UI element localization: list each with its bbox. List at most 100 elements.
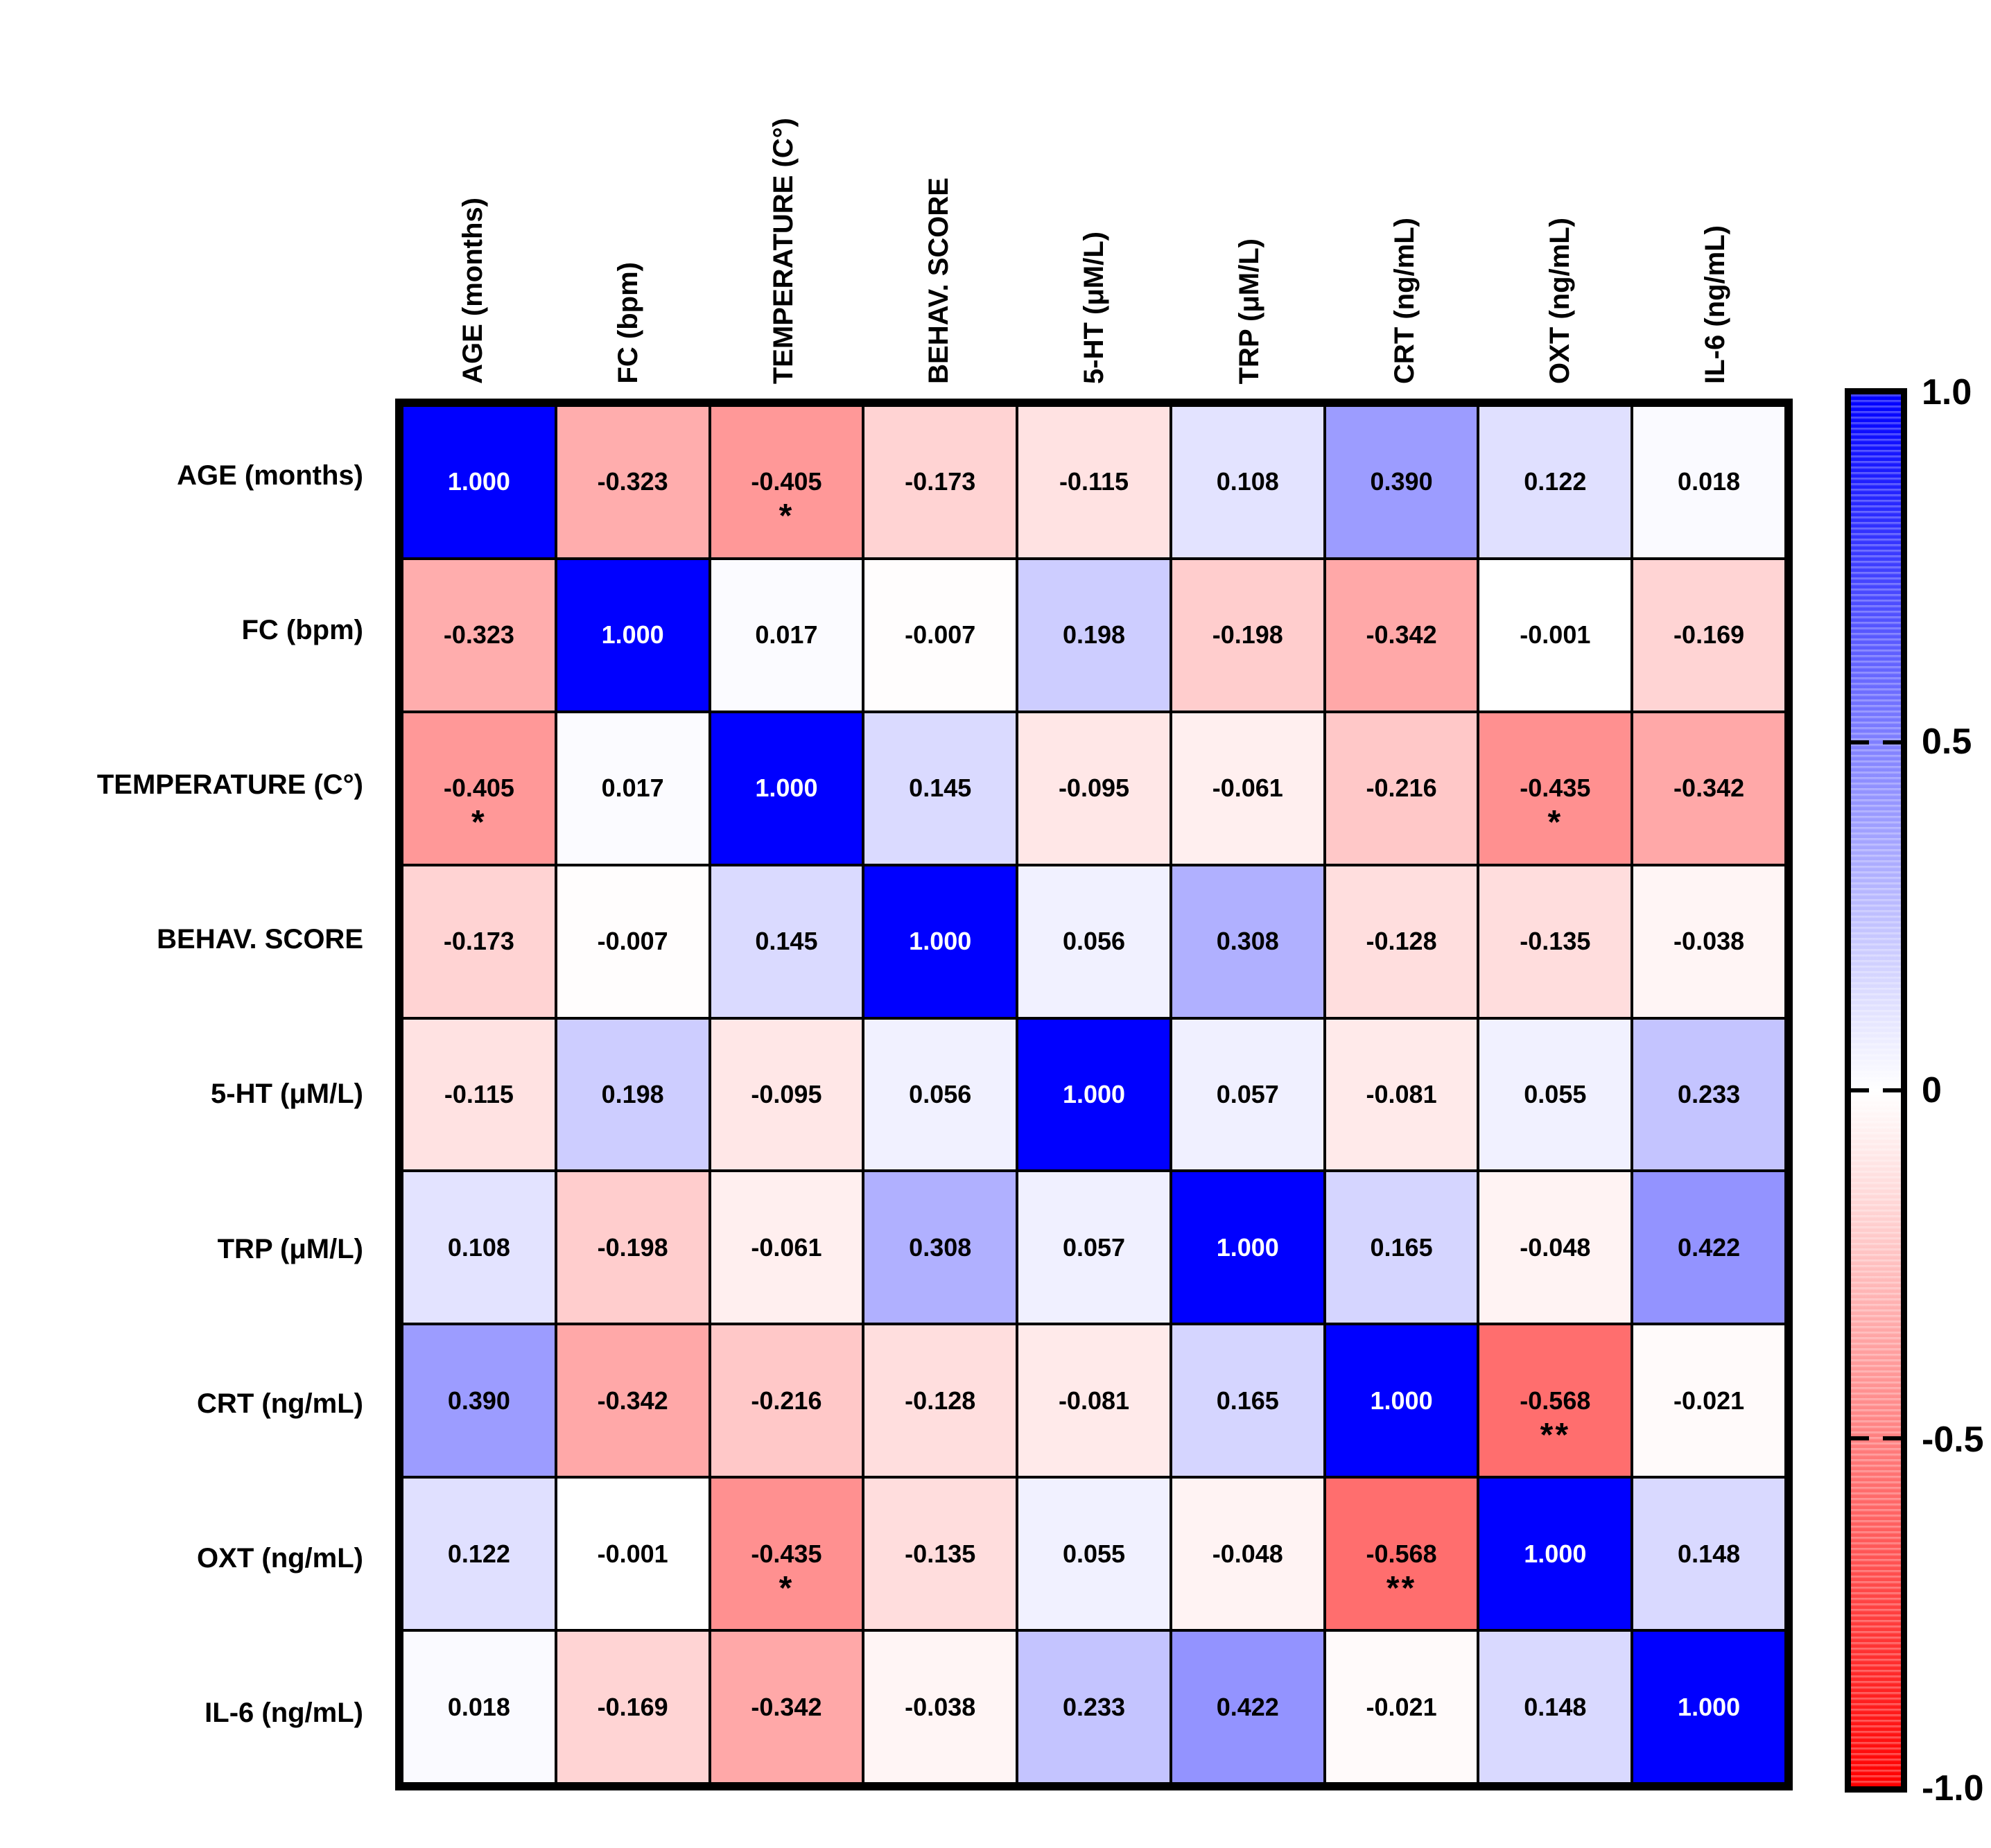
significance-marker: ** (1540, 1416, 1571, 1454)
correlation-value: -0.038 (905, 1692, 976, 1721)
colorbar-tick (1883, 740, 1901, 744)
matrix-cell-trp-m-l-x-5-ht-m-l: 0.057 (1017, 1171, 1171, 1325)
correlation-value: 1.000 (447, 467, 510, 496)
matrix-cell-age-months-x-il-6-ng-ml: 0.018 (1632, 406, 1786, 559)
correlation-value: -0.007 (597, 927, 668, 956)
column-label-oxt-ng-ml: OXT (ng/mL) (1482, 0, 1637, 392)
correlation-value: 0.148 (1678, 1539, 1741, 1568)
colorbar-tick-label-1p0: 1.0 (1922, 372, 1972, 412)
matrix-cell-5-ht-m-l-x-fc-bpm: 0.198 (555, 1018, 710, 1171)
matrix-cell-temperature-c-x-trp-m-l: -0.061 (1170, 711, 1325, 865)
matrix-cell-trp-m-l-x-oxt-ng-ml: -0.048 (1478, 1171, 1633, 1325)
matrix-cell-temperature-c-x-temperature-c: 1.000 (709, 711, 864, 865)
matrix-cell-age-months-x-fc-bpm: -0.323 (555, 406, 710, 559)
correlation-value: -0.173 (443, 927, 514, 956)
correlation-value: 0.055 (1062, 1539, 1126, 1568)
matrix-cell-il-6-ng-ml-x-temperature-c: -0.342 (709, 1630, 864, 1784)
correlation-value: -0.169 (597, 1692, 668, 1721)
correlation-value: 0.018 (447, 1692, 510, 1721)
correlation-value: 1.000 (1062, 1079, 1126, 1108)
correlation-value: 0.198 (1062, 620, 1126, 650)
matrix-cell-age-months-x-temperature-c: -0.405 * (709, 406, 864, 559)
matrix-cell-5-ht-m-l-x-oxt-ng-ml: 0.055 (1478, 1018, 1633, 1171)
matrix-cell-crt-ng-ml-x-behav-score: -0.128 (863, 1324, 1018, 1478)
matrix-cell-behav-score-x-behav-score: 1.000 (863, 864, 1018, 1018)
column-label-il-6-ng-ml: IL-6 (ng/mL) (1637, 0, 1793, 392)
matrix-cell-oxt-ng-ml-x-il-6-ng-ml: 0.148 (1632, 1477, 1786, 1631)
matrix-cell-oxt-ng-ml-x-fc-bpm: -0.001 (555, 1477, 710, 1631)
matrix-cell-5-ht-m-l-x-age-months: -0.115 (402, 1018, 556, 1171)
matrix-cell-trp-m-l-x-crt-ng-ml: 0.165 (1324, 1171, 1479, 1325)
column-label-text: FC (bpm) (612, 262, 643, 384)
significance-marker: * (471, 804, 487, 842)
correlation-value: 0.055 (1524, 1079, 1587, 1108)
correlation-value: 0.308 (1216, 927, 1279, 956)
matrix-cell-il-6-ng-ml-x-crt-ng-ml: -0.021 (1324, 1630, 1479, 1784)
column-label-5-ht-m-l: 5-HT (μM/L) (1016, 0, 1172, 392)
matrix-cell-fc-bpm-x-fc-bpm: 1.000 (555, 558, 710, 712)
correlation-value: 0.165 (1216, 1386, 1279, 1415)
matrix-cell-behav-score-x-trp-m-l: 0.308 (1170, 864, 1325, 1018)
column-label-fc-bpm: FC (bpm) (550, 0, 706, 392)
correlation-value: 1.000 (601, 620, 664, 650)
matrix-cell-age-months-x-oxt-ng-ml: 0.122 (1478, 406, 1633, 559)
column-label-text: AGE (months) (457, 198, 488, 384)
correlation-value: -0.342 (597, 1386, 668, 1415)
correlation-value: -0.568 (1520, 1386, 1591, 1415)
matrix-cell-oxt-ng-ml-x-oxt-ng-ml: 1.000 (1478, 1477, 1633, 1631)
row-label-fc-bpm: FC (bpm) (241, 615, 363, 646)
matrix-cell-crt-ng-ml-x-fc-bpm: -0.342 (555, 1324, 710, 1478)
correlation-value: -0.061 (751, 1232, 822, 1262)
matrix-cell-temperature-c-x-oxt-ng-ml: -0.435 * (1478, 711, 1633, 865)
matrix-cell-temperature-c-x-fc-bpm: 0.017 (555, 711, 710, 865)
correlation-value: -0.081 (1366, 1079, 1437, 1108)
correlation-value: 0.308 (909, 1232, 972, 1262)
correlation-value: 0.108 (1216, 467, 1279, 496)
correlation-value: 0.145 (755, 927, 818, 956)
correlation-value: 0.057 (1062, 1232, 1126, 1262)
column-label-trp-m-l: TRP (μM/L) (1172, 0, 1327, 392)
matrix-cell-oxt-ng-ml-x-age-months: 0.122 (402, 1477, 556, 1631)
correlation-value: 0.018 (1678, 467, 1741, 496)
correlation-value: 0.422 (1678, 1232, 1741, 1262)
correlation-value: 0.017 (601, 774, 664, 803)
colorbar-tick (1851, 1436, 1869, 1440)
correlation-value: -0.128 (1366, 927, 1437, 956)
correlation-value: -0.115 (444, 1079, 514, 1108)
matrix-cell-behav-score-x-5-ht-m-l: 0.056 (1017, 864, 1171, 1018)
row-label-oxt-ng-ml: OXT (ng/mL) (197, 1542, 363, 1574)
correlation-value: -0.405 (443, 774, 514, 803)
row-label-trp-m-l: TRP (μM/L) (217, 1233, 363, 1264)
matrix-cell-fc-bpm-x-oxt-ng-ml: -0.001 (1478, 558, 1633, 712)
correlation-value: -0.081 (1058, 1386, 1130, 1415)
matrix-cell-behav-score-x-fc-bpm: -0.007 (555, 864, 710, 1018)
correlation-value: 1.000 (1370, 1386, 1433, 1415)
matrix-cell-age-months-x-trp-m-l: 0.108 (1170, 406, 1325, 559)
matrix-cell-fc-bpm-x-temperature-c: 0.017 (709, 558, 864, 712)
matrix-cell-fc-bpm-x-crt-ng-ml: -0.342 (1324, 558, 1479, 712)
correlation-value: -0.323 (597, 467, 668, 496)
correlation-value: -0.021 (1673, 1386, 1745, 1415)
correlation-value: 0.056 (1062, 927, 1126, 956)
correlation-value: -0.038 (1673, 927, 1745, 956)
row-label-5-ht-m-l: 5-HT (μM/L) (211, 1079, 363, 1110)
colorbar-tick (1851, 740, 1869, 744)
matrix-cell-oxt-ng-ml-x-trp-m-l: -0.048 (1170, 1477, 1325, 1631)
significance-marker: * (779, 498, 794, 535)
matrix-cell-trp-m-l-x-behav-score: 0.308 (863, 1171, 1018, 1325)
matrix-cell-trp-m-l-x-fc-bpm: -0.198 (555, 1171, 710, 1325)
correlation-value: -0.568 (1366, 1539, 1437, 1568)
matrix-cell-trp-m-l-x-temperature-c: -0.061 (709, 1171, 864, 1325)
correlation-value: -0.169 (1673, 620, 1745, 650)
matrix-cell-behav-score-x-il-6-ng-ml: -0.038 (1632, 864, 1786, 1018)
matrix-cell-5-ht-m-l-x-crt-ng-ml: -0.081 (1324, 1018, 1479, 1171)
matrix-cell-il-6-ng-ml-x-behav-score: -0.038 (863, 1630, 1018, 1784)
matrix-cell-temperature-c-x-behav-score: 0.145 (863, 711, 1018, 865)
correlation-value: 1.000 (1678, 1692, 1741, 1721)
column-label-temperature-c: TEMPERATURE (C°) (706, 0, 861, 392)
correlation-value: 0.145 (909, 774, 972, 803)
matrix-cell-crt-ng-ml-x-age-months: 0.390 (402, 1324, 556, 1478)
matrix-cell-fc-bpm-x-behav-score: -0.007 (863, 558, 1018, 712)
matrix-cell-fc-bpm-x-age-months: -0.323 (402, 558, 556, 712)
significance-marker: * (779, 1569, 794, 1607)
